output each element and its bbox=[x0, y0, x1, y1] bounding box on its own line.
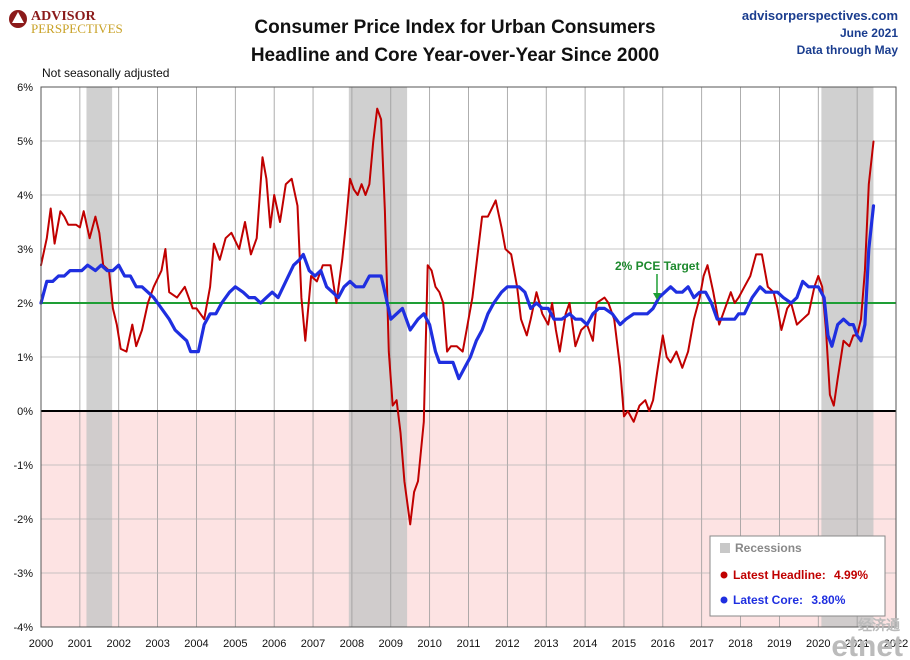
legend-headline-label: Latest Headline: 4.99% bbox=[733, 568, 868, 582]
source-site: advisorperspectives.com bbox=[742, 8, 898, 23]
logo-line1: ADVISOR bbox=[31, 9, 96, 24]
y-tick-label: 2% bbox=[17, 298, 33, 310]
x-tick-label: 2002 bbox=[106, 638, 130, 650]
x-tick-label: 2020 bbox=[806, 638, 830, 650]
x-tick-label: 2021 bbox=[845, 638, 869, 650]
x-tick-label: 2018 bbox=[728, 638, 752, 650]
legend-core-label-text: Latest Core: bbox=[733, 593, 803, 607]
source-date: June 2021 bbox=[840, 26, 898, 40]
y-tick-label: 3% bbox=[17, 244, 33, 256]
target-label: 2% PCE Target bbox=[615, 259, 699, 273]
x-tick-label: 2011 bbox=[457, 638, 481, 650]
x-tick-label: 2005 bbox=[223, 638, 247, 650]
x-tick-label: 2014 bbox=[573, 638, 597, 650]
legend-box bbox=[709, 535, 886, 617]
watermark-big: etnet bbox=[831, 630, 903, 660]
x-axis-ticks: 2000 2001 2002 2003 2004 2005 2006 2007 2008 2009… bbox=[29, 638, 908, 650]
legend-core-value: 3.80% bbox=[811, 593, 845, 607]
chart-title: Consumer Price Index for Urban Consumers bbox=[254, 17, 655, 38]
x-tick-label: 2008 bbox=[340, 638, 364, 650]
y-tick-label: -3% bbox=[13, 568, 33, 580]
x-tick-label: 2013 bbox=[534, 638, 558, 650]
x-tick-label: 2006 bbox=[262, 638, 286, 650]
x-tick-label: 2015 bbox=[612, 638, 636, 650]
x-tick-label: 2004 bbox=[184, 638, 208, 650]
y-tick-label: 0% bbox=[17, 406, 33, 418]
x-tick-label: 2010 bbox=[417, 638, 441, 650]
y-tick-label: 6% bbox=[17, 82, 33, 94]
y-tick-label: 1% bbox=[17, 352, 33, 364]
chart-subtitle: Headline and Core Year-over-Year Since 2… bbox=[251, 45, 659, 66]
legend-headline-label-text: Latest Headline: bbox=[733, 568, 826, 582]
logo-mark-icon bbox=[9, 10, 27, 28]
legend-core-dot bbox=[720, 596, 728, 604]
x-tick-label: 2012 bbox=[495, 638, 519, 650]
x-tick-label: 2003 bbox=[145, 638, 169, 650]
y-tick-label: 4% bbox=[17, 190, 33, 202]
watermark-small: 经济通 bbox=[858, 617, 900, 633]
x-tick-label: 2007 bbox=[301, 638, 325, 650]
seasonal-note: Not seasonally adjusted bbox=[42, 66, 169, 80]
legend-recession-label: Recessions bbox=[735, 541, 802, 555]
legend: Recessions Latest Headline: 4.99% Latest… bbox=[709, 535, 886, 617]
x-tick-label: 2017 bbox=[689, 638, 713, 650]
y-tick-label: 5% bbox=[17, 136, 33, 148]
series-line-core bbox=[39, 204, 876, 381]
series-lines bbox=[39, 107, 876, 526]
y-tick-label: -2% bbox=[13, 514, 33, 526]
x-tick-label: 2000 bbox=[29, 638, 53, 650]
logo: ADVISOR PERSPECTIVES bbox=[9, 9, 123, 36]
x-tick-label: 2001 bbox=[68, 638, 92, 650]
legend-core-label: Latest Core: 3.80% bbox=[733, 593, 846, 607]
y-tick-label: -4% bbox=[13, 622, 33, 634]
logo-line2: PERSPECTIVES bbox=[31, 21, 123, 36]
series-line-headline bbox=[40, 107, 875, 526]
source-through: Data through May bbox=[797, 43, 899, 57]
legend-recession-swatch bbox=[720, 543, 730, 553]
x-tick-label: 2009 bbox=[379, 638, 403, 650]
watermark: 经济通 etnet bbox=[831, 617, 903, 660]
x-tick-label: 2022 bbox=[884, 638, 908, 650]
target-arrow-icon bbox=[652, 274, 661, 300]
x-tick-label: 2019 bbox=[767, 638, 791, 650]
x-tick-label: 2016 bbox=[651, 638, 675, 650]
legend-headline-dot bbox=[720, 571, 728, 579]
y-axis-ticks: 6% 5% 4% 3% 2% 1% 0% -1% -2% -3% -4% bbox=[13, 82, 33, 634]
legend-headline-value: 4.99% bbox=[834, 568, 868, 582]
y-tick-label: -1% bbox=[13, 460, 33, 472]
header: ADVISOR PERSPECTIVES Consumer Price Inde… bbox=[9, 8, 898, 80]
plot-border bbox=[40, 86, 897, 628]
